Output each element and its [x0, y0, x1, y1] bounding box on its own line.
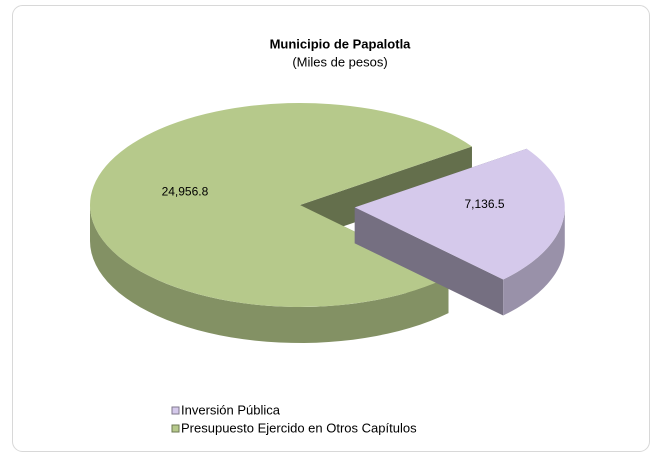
legend-swatch	[171, 406, 180, 415]
slice-cut-face	[354, 207, 504, 316]
data-label: 7,136.5	[464, 197, 504, 211]
data-label: 24,956.8	[162, 184, 209, 198]
legend-label: Presupuesto Ejercido en Otros Capítulos	[181, 420, 417, 435]
legend-swatch	[171, 424, 180, 433]
chart-title: Municipio de Papalotla	[270, 36, 412, 51]
chart-subtitle: (Miles de pesos)	[292, 54, 387, 69]
legend-label: Inversión Pública	[181, 402, 281, 417]
slice-side	[90, 205, 449, 343]
pie-slice	[90, 103, 472, 308]
slice-side	[503, 207, 565, 316]
slice-cut-face	[300, 146, 472, 241]
pie-slice	[354, 148, 565, 280]
